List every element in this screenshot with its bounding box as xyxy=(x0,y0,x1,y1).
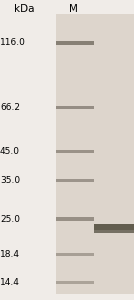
Text: 116.0: 116.0 xyxy=(0,38,26,47)
Text: 14.4: 14.4 xyxy=(0,278,20,287)
Bar xyxy=(94,230,134,233)
Text: 18.4: 18.4 xyxy=(0,250,20,259)
Text: 25.0: 25.0 xyxy=(0,214,20,224)
Bar xyxy=(56,41,94,45)
Bar xyxy=(56,179,94,182)
Bar xyxy=(94,224,134,233)
Text: 35.0: 35.0 xyxy=(0,176,20,185)
Text: M: M xyxy=(69,4,77,14)
Bar xyxy=(56,14,134,294)
Bar xyxy=(56,218,94,221)
Bar xyxy=(56,150,94,153)
Text: 66.2: 66.2 xyxy=(0,103,20,112)
Bar xyxy=(56,106,94,109)
Bar xyxy=(56,253,94,256)
Text: 45.0: 45.0 xyxy=(0,147,20,156)
Text: kDa: kDa xyxy=(14,4,34,14)
Bar xyxy=(56,280,94,284)
